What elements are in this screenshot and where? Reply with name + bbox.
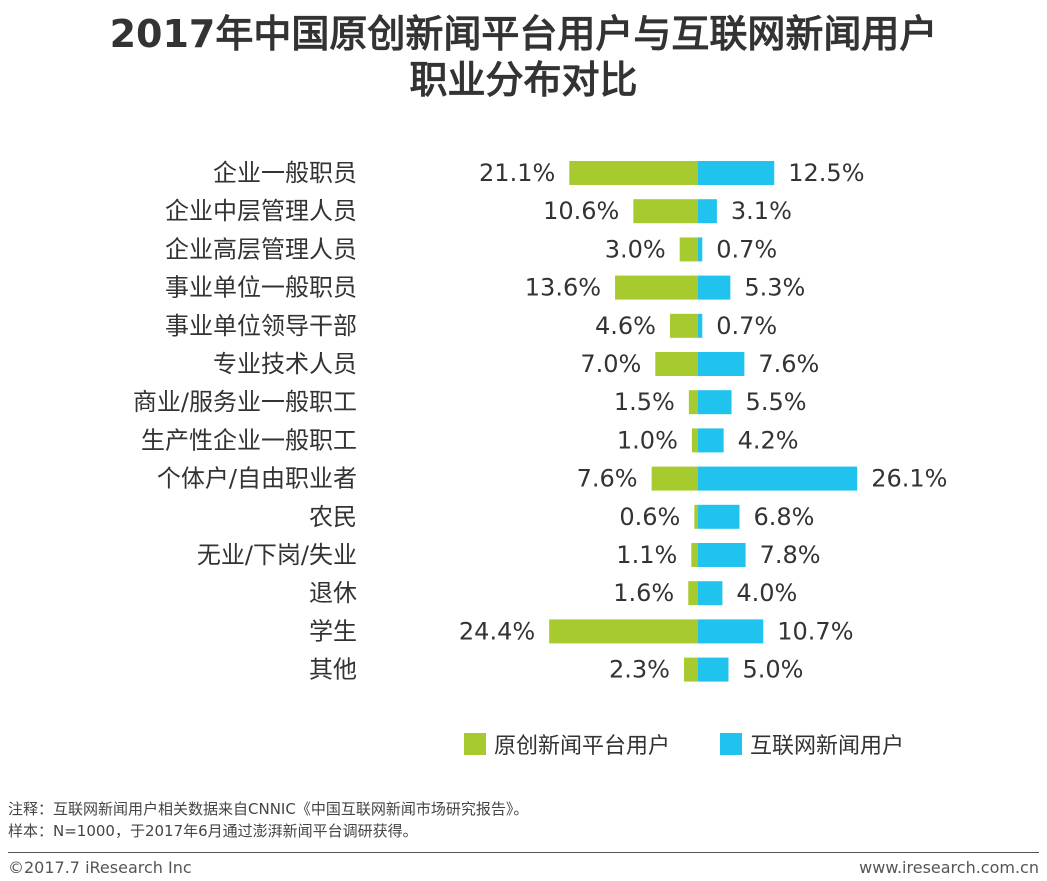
- legend-item-internet-news: 互联网新闻用户: [720, 728, 904, 760]
- bar-original-platform: [688, 390, 698, 415]
- bar-internet-news: [698, 504, 740, 529]
- bar-internet-news: [698, 428, 724, 453]
- category-label: 无业/下岗/失业: [197, 541, 357, 569]
- bar-original-platform: [655, 352, 698, 376]
- copyright-text: ©2017.7 iResearch Inc: [8, 858, 192, 877]
- value-label-original-platform: 0.6%: [619, 503, 680, 531]
- legend-swatch-internet-news: [720, 733, 742, 755]
- value-label-internet-news: 4.2%: [738, 426, 799, 454]
- value-label-original-platform: 1.5%: [614, 388, 675, 416]
- category-label: 企业高层管理人员: [165, 235, 357, 263]
- chart-title-line1: 2017年中国原创新闻平台用户与互联网新闻用户: [109, 12, 938, 56]
- value-label-internet-news: 0.7%: [716, 235, 777, 263]
- bar-original-platform: [694, 504, 698, 529]
- value-label-original-platform: 7.6%: [577, 465, 638, 493]
- value-label-internet-news: 0.7%: [716, 312, 777, 340]
- value-label-original-platform: 3.0%: [605, 235, 666, 263]
- bar-internet-news: [698, 275, 731, 300]
- bar-original-platform: [549, 619, 698, 644]
- value-label-internet-news: 10.7%: [777, 617, 853, 645]
- value-label-original-platform: 10.6%: [543, 197, 619, 225]
- bar-internet-news: [698, 543, 746, 567]
- legend-label-original-platform: 原创新闻平台用户: [494, 734, 671, 759]
- category-label: 学生: [309, 617, 357, 645]
- bar-original-platform: [633, 199, 698, 224]
- category-label: 农民: [309, 503, 357, 531]
- bar-internet-news: [698, 657, 729, 682]
- value-label-internet-news: 6.8%: [753, 503, 814, 531]
- category-label: 个体户/自由职业者: [157, 465, 357, 493]
- value-label-internet-news: 26.1%: [871, 465, 947, 493]
- value-label-internet-news: 7.8%: [760, 541, 821, 569]
- legend-label-internet-news: 互联网新闻用户: [750, 734, 905, 759]
- value-label-original-platform: 2.3%: [609, 656, 670, 684]
- category-label: 企业中层管理人员: [165, 197, 357, 225]
- value-label-internet-news: 5.3%: [744, 274, 805, 302]
- value-label-original-platform: 4.6%: [595, 312, 656, 340]
- category-label: 事业单位领导干部: [165, 312, 357, 340]
- chart-title-line2: 职业分布对比: [409, 58, 638, 102]
- website-url: www.iresearch.com.cn: [859, 858, 1039, 877]
- value-label-internet-news: 5.5%: [746, 388, 807, 416]
- value-label-internet-news: 3.1%: [731, 197, 792, 225]
- bar-internet-news: [698, 161, 775, 185]
- bar-original-platform: [691, 428, 698, 453]
- value-label-original-platform: 13.6%: [525, 274, 601, 302]
- sample-note: 样本：N=1000，于2017年6月通过澎湃新闻平台调研获得。: [8, 822, 418, 840]
- footer-divider: [8, 852, 1039, 853]
- value-label-original-platform: 1.6%: [613, 579, 674, 607]
- value-label-original-platform: 7.0%: [580, 350, 641, 378]
- source-note: 注释：互联网新闻用户相关数据来自CNNIC《中国互联网新闻市场研究报告》。: [8, 800, 529, 818]
- category-label: 其他: [309, 656, 357, 684]
- bar-internet-news: [698, 199, 717, 224]
- value-label-original-platform: 21.1%: [479, 159, 555, 187]
- value-label-original-platform: 24.4%: [459, 617, 535, 645]
- value-label-internet-news: 7.6%: [758, 350, 819, 378]
- bar-internet-news: [698, 390, 732, 415]
- legend-item-original-platform: 原创新闻平台用户: [464, 728, 670, 760]
- category-label: 企业一般职员: [213, 159, 357, 187]
- bar-internet-news: [698, 313, 703, 338]
- value-label-internet-news: 12.5%: [788, 159, 864, 187]
- value-label-internet-news: 5.0%: [743, 656, 804, 684]
- bar-original-platform: [615, 275, 698, 300]
- bar-internet-news: [698, 466, 858, 491]
- bar-original-platform: [569, 161, 698, 185]
- bar-original-platform: [679, 237, 698, 262]
- bar-internet-news: [698, 619, 764, 644]
- bar-internet-news: [698, 352, 745, 376]
- bar-original-platform: [651, 466, 698, 491]
- category-label: 事业单位一般职员: [165, 274, 357, 302]
- bar-original-platform: [683, 657, 698, 682]
- bar-original-platform: [669, 313, 698, 338]
- category-label: 商业/服务业一般职工: [133, 388, 357, 416]
- bar-internet-news: [698, 237, 703, 262]
- value-label-internet-news: 4.0%: [736, 579, 797, 607]
- category-label: 退休: [309, 579, 357, 607]
- value-label-original-platform: 1.1%: [616, 541, 677, 569]
- legend-swatch-original-platform: [464, 733, 486, 755]
- bar-original-platform: [688, 581, 698, 606]
- bar-original-platform: [691, 543, 698, 567]
- category-label: 专业技术人员: [213, 350, 357, 378]
- bar-internet-news: [698, 581, 723, 606]
- category-label: 生产性企业一般职工: [141, 426, 357, 454]
- value-label-original-platform: 1.0%: [617, 426, 678, 454]
